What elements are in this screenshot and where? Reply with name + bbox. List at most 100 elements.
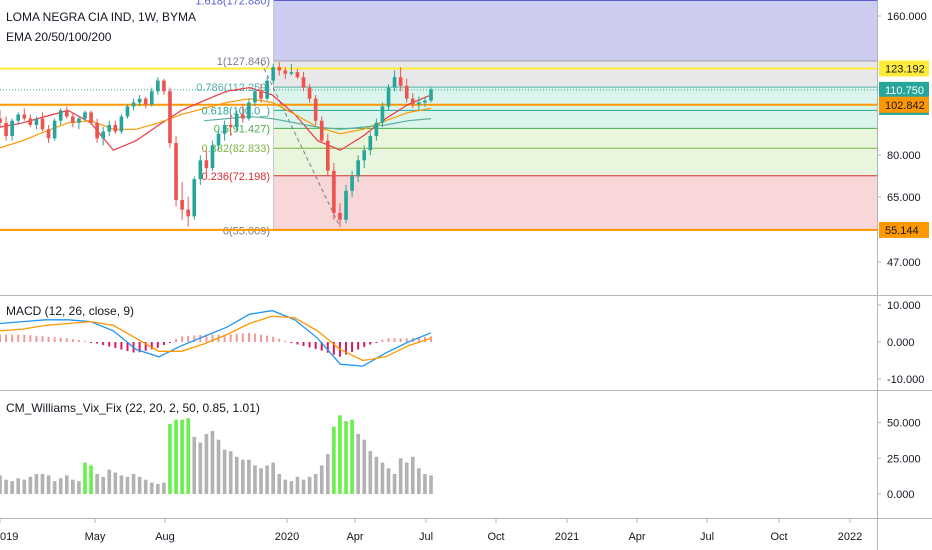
macd-histogram-bar (181, 336, 184, 342)
candle-body (398, 77, 403, 86)
symbol-title: LOMA NEGRA CIA IND, 1W, BYMA (6, 10, 197, 24)
candle-body (52, 120, 57, 139)
candle-body (156, 80, 160, 92)
macd-histogram-bar (290, 342, 293, 343)
vix-bar (186, 418, 191, 494)
vix-bar (295, 476, 300, 494)
vix-bar (271, 462, 275, 494)
candle-body (344, 190, 348, 220)
macd-histogram-bar (126, 342, 129, 351)
vix-bar (216, 439, 221, 494)
candle-body (4, 122, 8, 137)
fib-zone (273, 110, 877, 129)
candle-body (58, 110, 63, 121)
candle-body (234, 114, 239, 128)
candle-body (198, 160, 203, 180)
vix-bar (22, 479, 27, 494)
vix-bar (289, 481, 294, 494)
vix-bar (283, 479, 288, 494)
time-axis-label: 2020 (275, 531, 299, 543)
candle-body (392, 77, 397, 88)
macd-histogram-bar (369, 342, 372, 345)
vix-bar (210, 431, 215, 494)
candle-body (295, 72, 300, 78)
candle-body (265, 80, 269, 99)
candle-body (186, 209, 191, 217)
candle-body (71, 116, 75, 123)
vix-bar (332, 426, 336, 494)
price-axis-badge (879, 60, 929, 77)
macd-histogram-bar (29, 335, 32, 342)
time-axis-label: 2022 (838, 531, 862, 543)
candle-body (301, 77, 306, 88)
candle-body (429, 89, 433, 101)
vix-axis-label: 50.000 (887, 418, 921, 430)
vix-bar (119, 475, 124, 494)
candle-body (216, 133, 221, 146)
macd-histogram-bar (41, 336, 44, 342)
vix-bar (368, 451, 373, 494)
macd-histogram-bar (284, 340, 287, 342)
price-axis-badge-text: 110.750 (885, 85, 924, 97)
vix-bar (344, 421, 348, 494)
vix-bar (350, 419, 354, 494)
macd-histogram-bar (375, 342, 378, 343)
candle-body (417, 102, 421, 105)
vix-bar (28, 476, 33, 494)
candle-body (210, 145, 215, 169)
macd-histogram-bar (229, 334, 232, 342)
candle-body (143, 98, 148, 105)
vix-bar (46, 475, 51, 494)
candle-body (313, 98, 318, 121)
vix-bar (234, 456, 239, 494)
price-axis-badge-text: 102.842 (885, 100, 925, 112)
vix-bar (16, 478, 21, 494)
vix-bar (429, 475, 433, 494)
macd-histogram-bar (351, 342, 354, 352)
vix-bar (222, 449, 227, 494)
candle-body (46, 129, 51, 139)
candle-body (289, 72, 294, 74)
candle-body (168, 91, 172, 144)
candle-body (228, 124, 233, 128)
candle-body (380, 106, 385, 123)
candle-body (28, 118, 33, 125)
vix-bar (325, 453, 330, 494)
candle-body (356, 160, 360, 177)
macd-histogram-bar (253, 333, 256, 342)
vix-pane-label: CM_Williams_Vix_Fix (22, 20, 2, 50, 0.85… (6, 401, 260, 415)
vix-bar (125, 476, 130, 494)
vix-bar (380, 462, 385, 494)
candle-body (332, 170, 336, 213)
candle-body (374, 122, 379, 137)
candle-body (368, 136, 373, 151)
vix-bar (410, 456, 415, 494)
macd-histogram-bar (405, 338, 408, 342)
macd-histogram-bar (23, 334, 26, 342)
time-axis-label: Aug (155, 531, 175, 543)
macd-histogram-bar (65, 338, 68, 342)
candle-body (307, 87, 312, 99)
macd-histogram-bar (168, 342, 171, 343)
fib-level-label: 1.618(172.880) (195, 0, 270, 7)
macd-histogram-bar (357, 342, 360, 350)
vix-bar (265, 465, 269, 494)
vix-bar (374, 456, 379, 494)
macd-histogram-bar (77, 340, 80, 342)
candle-body (404, 85, 409, 99)
vix-bar (338, 415, 342, 494)
candle-body (113, 124, 118, 132)
price-axis-label: 65.000 (887, 192, 921, 204)
candle-body (125, 106, 130, 117)
candle-body (283, 70, 288, 74)
candle-body (16, 114, 21, 121)
vix-bar (398, 458, 403, 494)
macd-histogram-bar (266, 335, 269, 342)
vix-bar (423, 473, 427, 494)
macd-histogram-bar (223, 334, 226, 342)
macd-histogram-bar (345, 342, 348, 355)
vix-bar (180, 419, 184, 494)
candle-body (222, 124, 227, 134)
price-axis-badge (879, 221, 929, 238)
